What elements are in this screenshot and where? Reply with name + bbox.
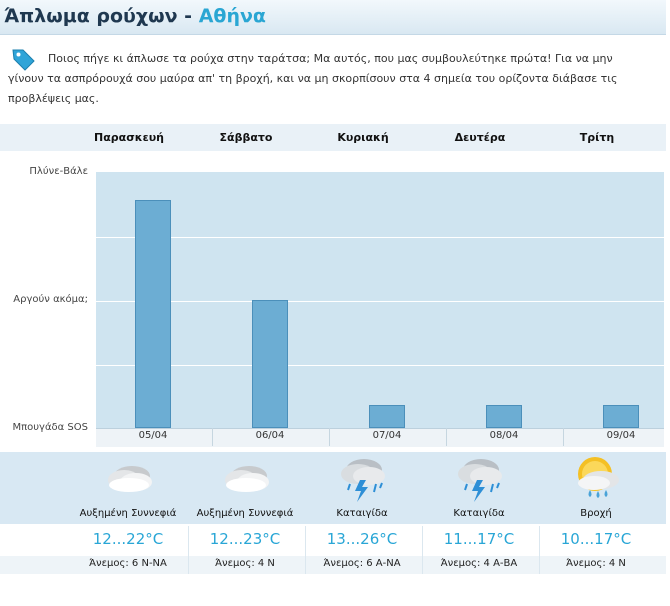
- x-tick-label: 07/04: [372, 430, 402, 441]
- y-tick-label: Μπουγάδα SOS: [12, 422, 88, 433]
- intro-section: Ποιος πήγε κι άπλωσε τα ρούχα στην ταράτ…: [0, 38, 660, 114]
- x-tick-label: 08/04: [489, 430, 519, 441]
- wind-info: Άνεμος: 4 Ν: [566, 558, 626, 569]
- temperature-range: 13...26°C: [326, 530, 398, 548]
- condition-text: Καταιγίδα: [453, 508, 505, 519]
- day-label: Τρίτη: [579, 131, 615, 144]
- day-label: Κυριακή: [337, 131, 389, 144]
- wind-info: Άνεμος: 4 Α-ΒΑ: [440, 558, 518, 569]
- day-label: Παρασκευή: [94, 131, 164, 144]
- forecast-day: Βροχή: [539, 452, 653, 524]
- x-axis-divider: [445, 428, 447, 446]
- y-tick-label: Πλύνε-Βάλε: [29, 166, 88, 177]
- x-tick-label: 09/04: [606, 430, 636, 441]
- days-row: Παρασκευή Σάββατο Κυριακή Δευτέρα Τρίτη: [0, 124, 666, 151]
- wind-info: Άνεμος: 6 Ν-ΝΑ: [89, 558, 167, 569]
- cloudy-icon: [108, 466, 152, 492]
- rain-sun-icon: [578, 457, 619, 498]
- chart-bar: [603, 404, 639, 428]
- wind-info: Άνεμος: 4 Ν: [215, 558, 275, 569]
- plot-area: [96, 172, 664, 428]
- wind-info: Άνεμος: 6 Α-ΝΑ: [323, 558, 401, 569]
- thunderstorm-icon: [458, 459, 502, 502]
- chart-bar: [252, 300, 288, 428]
- forecast-day: Αυξημένη Συννεφιά: [188, 452, 302, 524]
- page-title: Άπλωμα ρούχων - Αθήνα: [4, 5, 266, 27]
- condition-text: Αυξημένη Συννεφιά: [79, 508, 177, 519]
- temperature-range: 12...22°C: [92, 530, 164, 548]
- day-label: Δευτέρα: [454, 131, 506, 144]
- temperature-range: 10...17°C: [560, 530, 632, 548]
- condition-text: Βροχή: [580, 508, 612, 519]
- cloudy-icon: [225, 466, 269, 492]
- forecast-day: Αυξημένη Συννεφιά: [71, 452, 185, 524]
- intro-text: Ποιος πήγε κι άπλωσε τα ρούχα στην ταράτ…: [8, 52, 618, 105]
- temperature-range: 11...17°C: [443, 530, 515, 548]
- laundry-chart: Μπουγάδα SOS Αργούν ακόμα; Πλύνε-Βάλε 05/0…: [0, 156, 666, 456]
- chart-bar: [369, 404, 405, 428]
- condition-text: Καταιγίδα: [336, 508, 388, 519]
- temperature-range: 12...23°C: [209, 530, 281, 548]
- gridline: [96, 365, 664, 366]
- column-divider: [422, 526, 423, 574]
- column-divider: [305, 526, 306, 574]
- y-tick-label: Αργούν ακόμα;: [13, 294, 88, 305]
- column-divider: [539, 526, 540, 574]
- forecast-day: Καταιγίδα: [305, 452, 419, 524]
- x-tick-label: 06/04: [255, 430, 285, 441]
- x-axis-divider: [328, 428, 330, 446]
- gridline: [96, 301, 664, 302]
- gridline: [96, 237, 664, 238]
- tag-icon: [12, 49, 35, 71]
- x-axis: [96, 428, 664, 447]
- title-bar: Άπλωμα ρούχων - Αθήνα: [0, 0, 666, 35]
- city-name[interactable]: Αθήνα: [198, 5, 266, 27]
- condition-text: Αυξημένη Συννεφιά: [196, 508, 294, 519]
- day-label: Σάββατο: [219, 131, 273, 144]
- temperature-row: [0, 524, 666, 556]
- chart-bar: [486, 404, 522, 428]
- chart-bar: [135, 200, 171, 428]
- x-axis-divider: [562, 428, 564, 446]
- wind-row: [0, 556, 666, 574]
- forecast-day: Καταιγίδα: [422, 452, 536, 524]
- footer-space: [0, 578, 666, 606]
- x-axis-divider: [211, 428, 213, 446]
- thunderstorm-icon: [341, 459, 385, 502]
- column-divider: [188, 526, 189, 574]
- x-tick-label: 05/04: [138, 430, 168, 441]
- title-prefix: Άπλωμα ρούχων -: [4, 5, 199, 27]
